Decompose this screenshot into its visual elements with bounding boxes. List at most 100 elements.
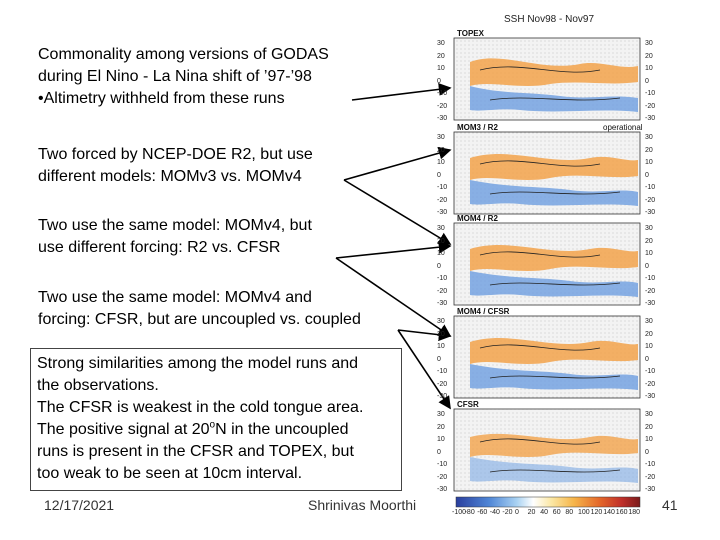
lat-tick-right: -20: [645, 196, 656, 204]
lat-tick-right: 0: [645, 355, 649, 363]
lat-tick-left: 30: [437, 134, 445, 141]
b4-line-2: forcing: CFSR, but are uncoupled vs. cou…: [38, 311, 361, 328]
lat-tick-right: -30: [645, 115, 656, 122]
colorbar-tick: 60: [552, 509, 561, 516]
lat-tick-right: -20: [645, 287, 656, 295]
panel-label-mom4-cfsr: MOM4 / CFSR: [457, 307, 510, 316]
b5-line-6: too weak to be seen at 10cm interval.: [37, 465, 303, 482]
lat-tick-left: -20: [437, 473, 448, 481]
lat-tick-left: 10: [437, 250, 445, 257]
colorbar-tick: -100: [452, 509, 467, 516]
lat-tick-left: -30: [437, 393, 448, 400]
lat-tick-left: -20: [437, 287, 448, 295]
b1-line-3: •Altimetry withheld from these runs: [38, 90, 285, 107]
panel-cfsr: [453, 408, 641, 492]
footer-date: 12/17/2021: [44, 497, 115, 513]
lat-tick-right: 30: [645, 40, 653, 47]
lat-tick-left: 20: [437, 237, 445, 245]
lat-tick-right: 0: [645, 171, 649, 179]
lat-tick-left: 30: [437, 411, 445, 418]
footer-author: Shrinivas Moorthi: [308, 497, 417, 513]
lat-tick-right: 10: [645, 436, 653, 443]
colorbar-tick: -40: [489, 509, 500, 516]
panel-label-operational: operational: [603, 123, 643, 132]
lat-tick-right: 30: [645, 225, 653, 232]
lat-tick-right: 0: [645, 77, 649, 85]
lat-tick-left: 0: [437, 448, 441, 456]
lat-tick-left: -30: [437, 486, 448, 493]
panel-label-mom3-r2: MOM3 / R2: [457, 123, 498, 132]
lat-tick-right: -20: [645, 102, 656, 110]
lat-tick-right: -10: [645, 368, 656, 375]
figure-title: SSH Nov98 - Nov97: [504, 14, 595, 25]
arrow-to-mom4-cfsr: [335, 257, 452, 337]
colorbar-tick: 80: [565, 509, 574, 516]
lat-tick-left: -10: [437, 368, 448, 375]
colorbar-tick: 0: [515, 509, 519, 516]
lat-tick-left: -30: [437, 115, 448, 122]
b3-line-2: use different forcing: R2 vs. CFSR: [38, 239, 281, 256]
panel-topex: [453, 37, 641, 121]
lat-tick-left: -10: [437, 184, 448, 191]
colorbar-tick: 20: [527, 509, 536, 516]
lat-tick-right: -20: [645, 473, 656, 481]
panel-mom3-r2: [453, 131, 641, 215]
colorbar-tick: -80: [464, 509, 475, 516]
colorbar-tick: 120: [590, 509, 603, 516]
degree-superscript: o: [209, 419, 216, 431]
lat-tick-left: -10: [437, 461, 448, 468]
lat-tick-right: 10: [645, 65, 653, 72]
b5-line-5: runs is present in the CFSR and TOPEX, b…: [37, 443, 354, 460]
text-block-commonality: Commonality among versions of GODAS duri…: [38, 44, 329, 110]
arrow-to-cfsr: [397, 329, 451, 410]
b5-line-3: The CFSR is weakest in the cold tongue a…: [37, 399, 364, 416]
lat-tick-left: 20: [437, 146, 445, 154]
lat-tick-right: 20: [645, 52, 653, 60]
lat-tick-left: 30: [437, 40, 445, 47]
lat-tick-right: 20: [645, 330, 653, 338]
lat-tick-right: 30: [645, 318, 653, 325]
colorbar-tick: -20: [502, 509, 513, 516]
panel-label-topex: TOPEX: [457, 29, 484, 38]
lat-tick-left: 20: [437, 52, 445, 60]
lat-tick-left: 10: [437, 343, 445, 350]
lat-tick-left: -10: [437, 275, 448, 282]
lat-tick-right: -30: [645, 300, 656, 307]
lat-tick-right: -20: [645, 380, 656, 388]
colorbar-tick: 160: [615, 509, 628, 516]
text-block-coupling: Two use the same model: MOMv4 and forcin…: [38, 287, 361, 331]
arrow-coupling-to-mom4-cfsr: [397, 328, 452, 342]
lat-tick-right: 10: [645, 159, 653, 166]
lat-tick-right: 30: [645, 134, 653, 141]
lat-tick-left: -10: [437, 90, 448, 97]
lat-tick-left: 30: [437, 225, 445, 232]
lat-tick-left: -20: [437, 102, 448, 110]
b2-line-1: Two forced by NCEP-DOE R2, but use: [38, 146, 313, 163]
lat-tick-left: -30: [437, 300, 448, 307]
lat-tick-right: -10: [645, 461, 656, 468]
lat-tick-left: -30: [437, 209, 448, 216]
lat-tick-right: -10: [645, 275, 656, 282]
b3-line-1: Two use the same model: MOMv4, but: [38, 217, 312, 234]
lat-tick-left: -20: [437, 196, 448, 204]
b5-line-2: the observations.: [37, 377, 159, 394]
lat-tick-right: -30: [645, 393, 656, 400]
lat-tick-right: 20: [645, 237, 653, 245]
b5-line-4: The positive signal at 20oN in the uncou…: [37, 419, 401, 441]
lat-tick-right: 30: [645, 411, 653, 418]
lat-tick-right: 0: [645, 262, 649, 270]
b4-line-1: Two use the same model: MOMv4 and: [38, 289, 312, 306]
lat-tick-right: 10: [645, 343, 653, 350]
arrow-to-topex: [351, 83, 452, 101]
b1-line-2: during El Nino - La Nina shift of ’97-’9…: [38, 68, 312, 85]
lat-tick-right: 0: [645, 448, 649, 456]
panel-mom4-r2: [453, 222, 641, 306]
arrow-to-mom3-r2: [343, 146, 452, 181]
colorbar-tick: 100: [578, 509, 590, 516]
b2-line-2: different models: MOMv3 vs. MOMv4: [38, 168, 302, 185]
lat-tick-left: 10: [437, 436, 445, 443]
lat-tick-right: 20: [645, 146, 653, 154]
lat-tick-right: 20: [645, 423, 653, 431]
lat-tick-left: 10: [437, 65, 445, 72]
